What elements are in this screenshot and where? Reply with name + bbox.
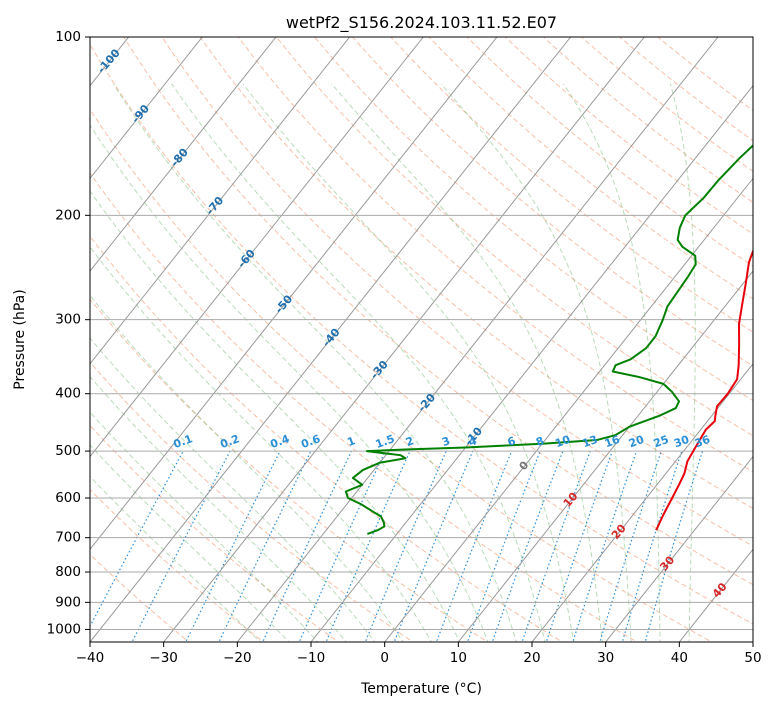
mixing-ratio-label: 8 <box>534 434 546 449</box>
mixing-ratio-line <box>435 450 513 642</box>
mixing-ratio-label: 13 <box>581 433 600 450</box>
mixing-ratio-line <box>131 450 231 642</box>
mixing-ratio-label: 36 <box>693 433 712 451</box>
isotherm-line <box>90 37 498 551</box>
x-tick-label: 0 <box>380 650 389 666</box>
isotherm-line <box>457 270 753 642</box>
mixing-ratio-label: 1 <box>345 434 357 449</box>
y-tick-label: 400 <box>55 386 81 402</box>
mixing-ratio-label: 6 <box>506 434 518 449</box>
isotherm-line <box>90 37 203 180</box>
mixing-ratio-line <box>262 450 353 642</box>
isotherm-line <box>236 37 719 642</box>
mixing-ratio-label: 16 <box>603 433 622 451</box>
x-tick-label: 50 <box>744 650 761 666</box>
y-tick-label: 600 <box>55 490 81 506</box>
dewpoint-line <box>344 144 753 535</box>
moist-adiabat-line <box>90 337 376 642</box>
moist-adiabat-line <box>90 375 347 642</box>
moist-adiabat-line <box>440 83 632 642</box>
dry-adiabat-line <box>199 37 753 510</box>
mixing-ratio-label: 20 <box>627 433 646 451</box>
moist-adiabat-line <box>90 246 432 642</box>
plot-frame <box>89 36 754 643</box>
x-tick-label: −30 <box>149 650 178 666</box>
mixing-ratio-line <box>545 450 613 642</box>
mixing-ratio-line <box>521 450 591 642</box>
moist-adiabat-line <box>563 83 661 642</box>
moist-adiabat-line <box>90 190 461 642</box>
y-tick-label: 1000 <box>47 621 81 637</box>
x-tick-label: −20 <box>223 650 252 666</box>
isotherm-line <box>90 37 351 365</box>
mixing-ratio-line <box>491 450 564 642</box>
mixing-ratio-label: 0.6 <box>299 432 322 451</box>
isotherm-line <box>384 177 753 642</box>
moist-adiabat-line <box>90 411 319 642</box>
mixing-ratio-label: 30 <box>672 433 691 451</box>
isotherm-line <box>163 37 645 642</box>
moist-adiabat-line <box>242 83 575 642</box>
y-tick-label: 300 <box>55 312 81 328</box>
y-tick-label: 200 <box>55 207 81 223</box>
y-tick-label: 500 <box>55 443 81 459</box>
x-tick-label: 10 <box>450 650 467 666</box>
mixing-ratio-label: 4 <box>467 434 479 449</box>
mixing-ratio-line <box>90 450 184 628</box>
mixing-ratio-label: 0.4 <box>268 432 291 451</box>
moist-adiabat-line <box>669 83 696 642</box>
isotherm-line <box>605 455 753 642</box>
dry-adiabat-line <box>123 37 753 586</box>
isotherm-line <box>90 37 572 642</box>
y-tick-label: 800 <box>55 564 81 580</box>
chart-title: wetPf2_S156.2024.103.11.52.E07 <box>286 13 557 33</box>
moist-adiabat-line <box>90 475 261 642</box>
mixing-ratio-line <box>644 450 704 642</box>
y-axis-label: Pressure (hPa) <box>12 289 28 389</box>
moist-adiabat-line <box>171 83 546 642</box>
x-axis-label: Temperature (°C) <box>360 681 482 697</box>
mixing-ratio-line <box>364 450 447 642</box>
mixing-ratio-line <box>621 450 683 642</box>
dry-adiabat-line <box>90 235 564 642</box>
temperature-line <box>655 248 753 531</box>
isotherm-line <box>90 37 424 458</box>
y-tick-label: 700 <box>55 530 81 546</box>
dry-adiabat-line <box>313 37 753 402</box>
dry-adiabat-line <box>90 108 713 642</box>
x-tick-label: 30 <box>597 650 614 666</box>
x-tick-label: 40 <box>671 650 688 666</box>
mixing-ratio-label: 25 <box>652 433 671 450</box>
isotherm-line <box>310 84 753 642</box>
mixing-ratio-label: 3 <box>440 434 452 449</box>
x-tick-label: −10 <box>297 650 326 666</box>
mixing-ratio-label: 0.2 <box>218 432 241 451</box>
moist-adiabat-line <box>112 83 517 642</box>
mixing-ratio-label: 2 <box>404 434 416 449</box>
mixing-ratio-line <box>572 450 638 642</box>
y-tick-label: 100 <box>55 29 81 45</box>
moist-adiabat-line <box>90 294 404 642</box>
mixing-ratio-label: 10 <box>553 433 572 451</box>
dry-adiabat-line <box>352 37 753 367</box>
mixing-ratio-label: 0.1 <box>172 432 195 451</box>
isotherm-line <box>90 37 277 272</box>
moist-adiabat-line <box>90 124 489 642</box>
mixing-ratio-label: 1.5 <box>374 432 397 451</box>
mixing-ratio-line <box>599 450 662 642</box>
y-tick-label: 900 <box>55 594 81 610</box>
isotherm-line <box>531 363 753 642</box>
x-tick-label: −40 <box>76 650 105 666</box>
x-tick-label: 20 <box>523 650 540 666</box>
mixing-ratio-line <box>393 450 474 642</box>
moist-adiabat-line <box>90 444 290 642</box>
